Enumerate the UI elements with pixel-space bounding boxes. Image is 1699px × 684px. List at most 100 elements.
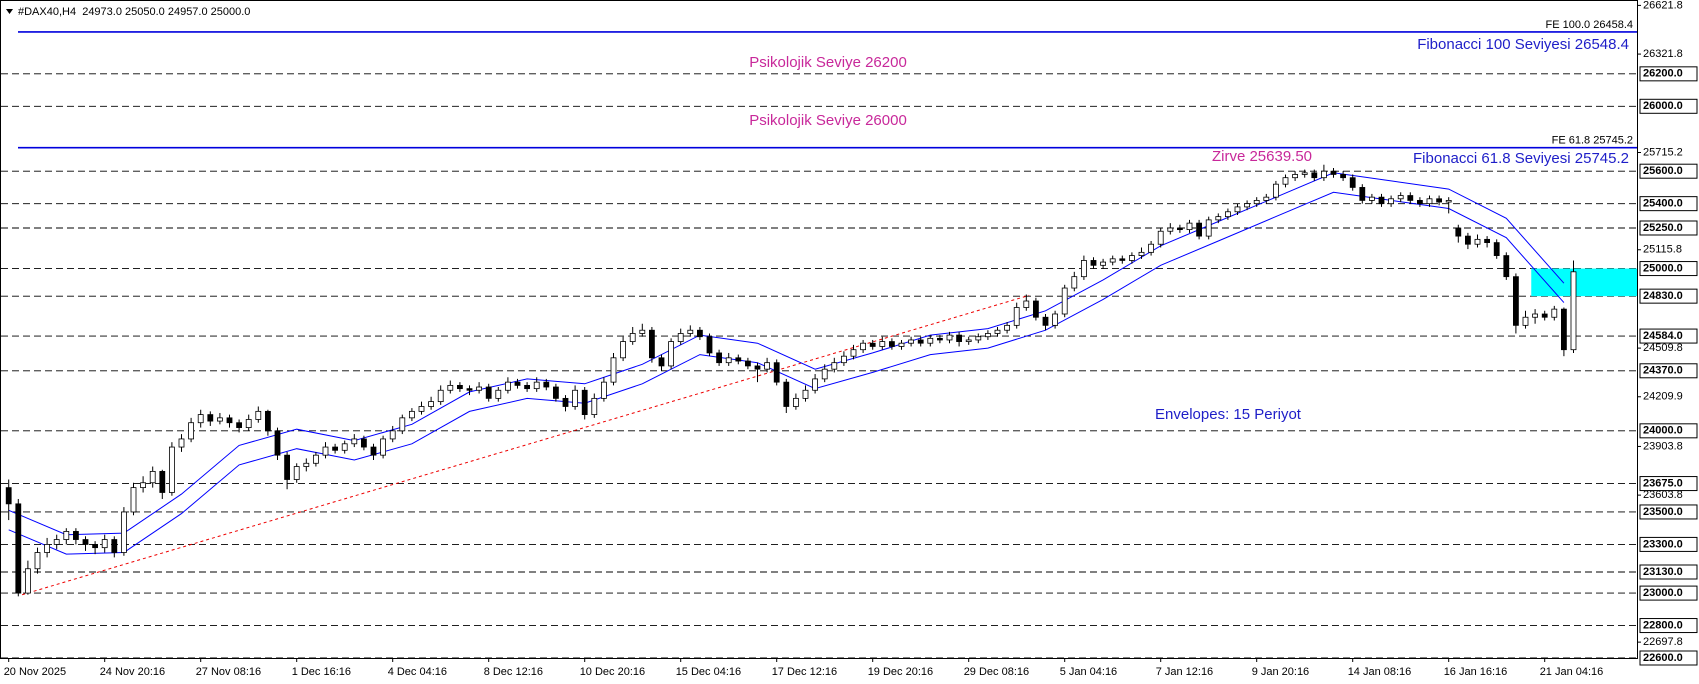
level-label-box <box>1639 504 1698 520</box>
candle-body <box>360 438 367 448</box>
level-label: 23000.0 <box>1643 587 1683 599</box>
candle-body <box>601 381 607 399</box>
candle-body <box>956 334 962 342</box>
candle-body <box>1301 172 1308 175</box>
candle-body <box>1378 196 1385 205</box>
candle-body <box>495 389 502 399</box>
candle-body <box>255 410 262 420</box>
symbol-header: #DAX40,H4 24973.0 25050.0 24957.0 25000.… <box>18 6 250 18</box>
candle-body <box>764 362 770 370</box>
candle-body <box>860 342 866 351</box>
candle-body <box>1407 195 1414 201</box>
candle-body <box>687 329 694 334</box>
x-tick-label: 15 Dec 04:16 <box>676 666 741 678</box>
x-tick-label: 9 Jan 20:16 <box>1252 666 1310 678</box>
candle-body <box>1129 255 1135 261</box>
envelope-line <box>8 191 1565 555</box>
candle-body <box>1474 238 1481 245</box>
candle-body <box>1013 307 1020 326</box>
candle-body <box>1369 196 1375 201</box>
candle-body <box>821 368 828 380</box>
candle-body <box>216 417 223 422</box>
level-label: 25600.0 <box>1643 165 1683 177</box>
level-label-box <box>1639 585 1698 601</box>
candle-body <box>466 388 473 391</box>
candle-body <box>1417 200 1423 205</box>
level-label-box <box>1639 220 1698 236</box>
candle-body <box>639 329 646 334</box>
candle-body <box>1177 227 1183 231</box>
candle-body <box>63 531 70 540</box>
background-layer <box>1 31 1637 659</box>
annotation: Envelopes: 15 Periyot <box>1155 406 1302 423</box>
candle-body <box>716 352 722 364</box>
candle-body <box>53 539 60 545</box>
level-label: 24000.0 <box>1643 425 1683 437</box>
candle-body <box>1263 196 1270 201</box>
y-tick-label: 23903.8 <box>1643 440 1683 452</box>
candle-body <box>1541 313 1548 318</box>
candle-body <box>1321 170 1327 179</box>
level-label: 25000.0 <box>1643 262 1683 274</box>
candle-body <box>879 341 886 347</box>
candle-body <box>111 539 118 553</box>
candle-body <box>197 414 204 424</box>
candle-body <box>1148 243 1154 253</box>
candle-body <box>188 422 195 440</box>
candle-body <box>850 349 857 357</box>
candle-body <box>1311 172 1318 179</box>
candle-body <box>1388 198 1394 205</box>
level-label-box <box>1639 288 1698 304</box>
candle-body <box>937 337 943 341</box>
candle-body <box>1119 258 1126 261</box>
x-tick-label: 24 Nov 20:16 <box>100 666 165 678</box>
candle-body <box>380 438 387 456</box>
candle-body <box>121 511 127 553</box>
candle-body <box>985 333 991 338</box>
x-tick-label: 19 Dec 20:16 <box>868 666 933 678</box>
candle-body <box>73 531 79 540</box>
level-label: 24584.0 <box>1643 330 1683 342</box>
candle-body <box>1359 187 1366 201</box>
x-tick-label: 14 Jan 08:16 <box>1348 666 1412 678</box>
candle-body <box>303 462 310 467</box>
level-label: 25250.0 <box>1643 222 1683 234</box>
candle-body <box>245 419 252 428</box>
candle-body <box>514 381 521 386</box>
candle-body <box>677 333 684 342</box>
y-tick-label: 24509.8 <box>1643 342 1683 354</box>
main-layer: 26621.8 26321.8 25715.2 25115.8 24509.8 24209… <box>4 0 1698 678</box>
candle-body <box>5 487 12 505</box>
candle-body <box>745 360 751 367</box>
candle-body <box>1004 324 1010 331</box>
candle-body <box>101 539 108 549</box>
level-label: 23130.0 <box>1643 566 1683 578</box>
x-tick-label: 10 Dec 20:16 <box>580 666 645 678</box>
candle-body <box>1205 219 1212 237</box>
candle-body <box>946 334 953 341</box>
candle-body <box>15 503 22 594</box>
candle-body <box>236 422 243 428</box>
x-tick-label: 5 Jan 04:16 <box>1060 666 1118 678</box>
candle-body <box>44 544 50 553</box>
x-tick-label: 29 Dec 08:16 <box>964 666 1029 678</box>
candle-body <box>1157 230 1164 245</box>
level-label: 26000.0 <box>1643 100 1683 112</box>
candle-body <box>1196 222 1202 237</box>
candle-body <box>841 355 847 364</box>
candle-body <box>274 430 281 456</box>
candle-body <box>1493 242 1500 256</box>
candle-body <box>697 329 703 338</box>
zone <box>1531 268 1637 297</box>
candle-body <box>908 339 914 344</box>
level-label-box <box>1639 98 1698 114</box>
level-label-box <box>1639 564 1698 580</box>
candle-body <box>1167 227 1174 232</box>
candle-body <box>312 454 319 464</box>
candle-body <box>1081 260 1087 278</box>
candle-body <box>553 386 559 399</box>
candle-body <box>351 438 358 445</box>
candle-body <box>437 389 444 403</box>
y-tick-label: 24209.9 <box>1643 391 1683 403</box>
candle-body <box>456 384 463 390</box>
